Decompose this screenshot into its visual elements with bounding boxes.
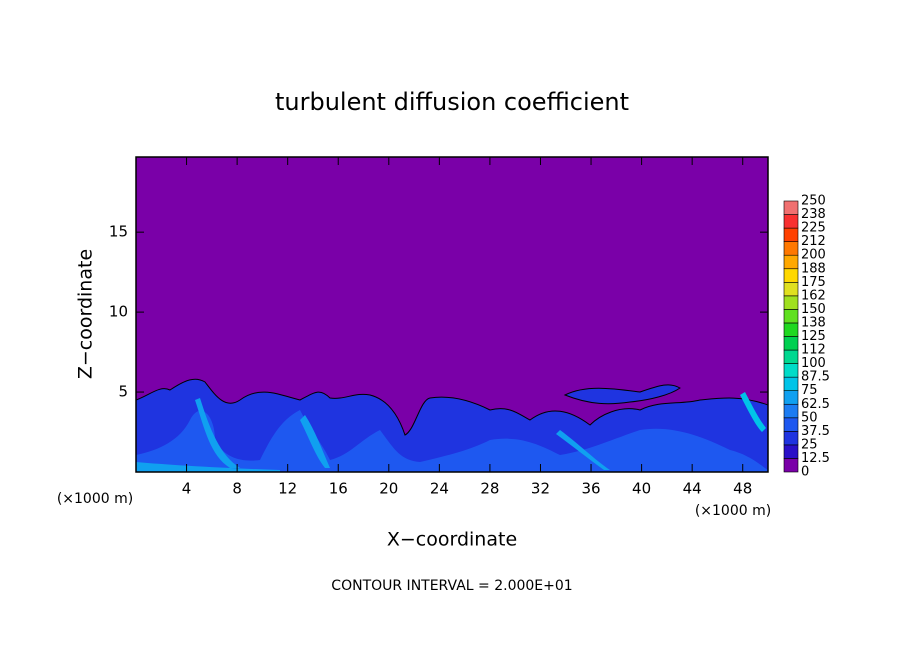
field-band: [740, 392, 766, 432]
colorbar-label: 125: [801, 329, 826, 344]
plot-frame: [135, 156, 769, 473]
colorbar-label: 162: [801, 288, 826, 303]
colorbar-label: 0: [801, 465, 809, 480]
field-band: [563, 384, 681, 405]
colorbar-band: [783, 444, 799, 459]
colorbar-label: 225: [801, 221, 826, 236]
colorbar-label: 87.5: [801, 370, 830, 385]
x-tick-label: 44: [683, 480, 702, 498]
colorbar-label: 175: [801, 275, 826, 290]
x-tick-label: 8: [232, 480, 242, 498]
colorbar-label: 250: [801, 194, 826, 209]
y-tick-label: 15: [109, 223, 128, 241]
colorbar-label: 138: [801, 315, 826, 330]
colorbar-label: 100: [801, 356, 826, 371]
colorbar-label: 112: [801, 343, 826, 358]
chart-title: turbulent diffusion coefficient: [275, 88, 629, 116]
colorbar-label: 62.5: [801, 397, 830, 412]
y-axis-label: Z−coordinate: [75, 249, 97, 379]
colorbar-band: [783, 295, 799, 310]
colorbar-label: 50: [801, 410, 818, 425]
colorbar-band: [783, 241, 799, 256]
colorbar-label: 37.5: [801, 424, 830, 439]
contour-field: [136, 157, 768, 472]
field-band: [556, 430, 610, 470]
colorbar-band: [783, 458, 799, 473]
colorbar-label: 150: [801, 302, 826, 317]
colorbar-band: [783, 417, 799, 432]
colorbar-band: [783, 349, 799, 364]
field-band: [136, 462, 280, 472]
colorbar-label: 25: [801, 437, 818, 452]
y-tick-label: 10: [109, 303, 128, 321]
x-tick-label: 40: [632, 480, 651, 498]
field-band: [195, 398, 240, 468]
x-axis-label: X−coordinate: [387, 529, 517, 551]
colorbar-label: 12.5: [801, 451, 830, 466]
colorbar-band: [783, 322, 799, 337]
x-tick-label: 16: [329, 480, 348, 498]
colorbar-label: 75: [801, 383, 818, 398]
y-tick-label: 5: [118, 383, 128, 401]
colorbar-band: [783, 227, 799, 242]
footnote: CONTOUR INTERVAL = 2.000E+01: [331, 578, 572, 594]
x-tick-label: 48: [733, 480, 752, 498]
x-tick-label: 24: [430, 480, 449, 498]
colorbar-band: [783, 214, 799, 229]
x-tick-label: 36: [581, 480, 600, 498]
colorbar-band: [783, 431, 799, 446]
x-unit-label: (×1000 m): [695, 503, 771, 519]
colorbar-label: 200: [801, 248, 826, 263]
x-tick-label: 4: [182, 480, 192, 498]
field-band: [300, 415, 330, 468]
colorbar-band: [783, 200, 799, 215]
colorbar-band: [783, 376, 799, 391]
colorbar-band: [783, 309, 799, 324]
colorbar-band: [783, 403, 799, 419]
x-tick-label: 12: [278, 480, 297, 498]
colorbar-band: [783, 268, 799, 283]
colorbar-band: [783, 281, 799, 297]
colorbar-label: 212: [801, 234, 826, 249]
colorbar-label: 188: [801, 261, 826, 276]
colorbar-band: [783, 254, 799, 270]
x-tick-label: 32: [531, 480, 550, 498]
x-tick-label: 28: [480, 480, 499, 498]
colorbar-label: 238: [801, 207, 826, 222]
x-tick-label: 20: [379, 480, 398, 498]
field-band: [136, 410, 768, 472]
colorbar-band: [783, 390, 799, 405]
colorbar-band: [783, 336, 799, 351]
colorbar-band: [783, 363, 799, 378]
y-unit-label: (×1000 m): [57, 491, 133, 507]
